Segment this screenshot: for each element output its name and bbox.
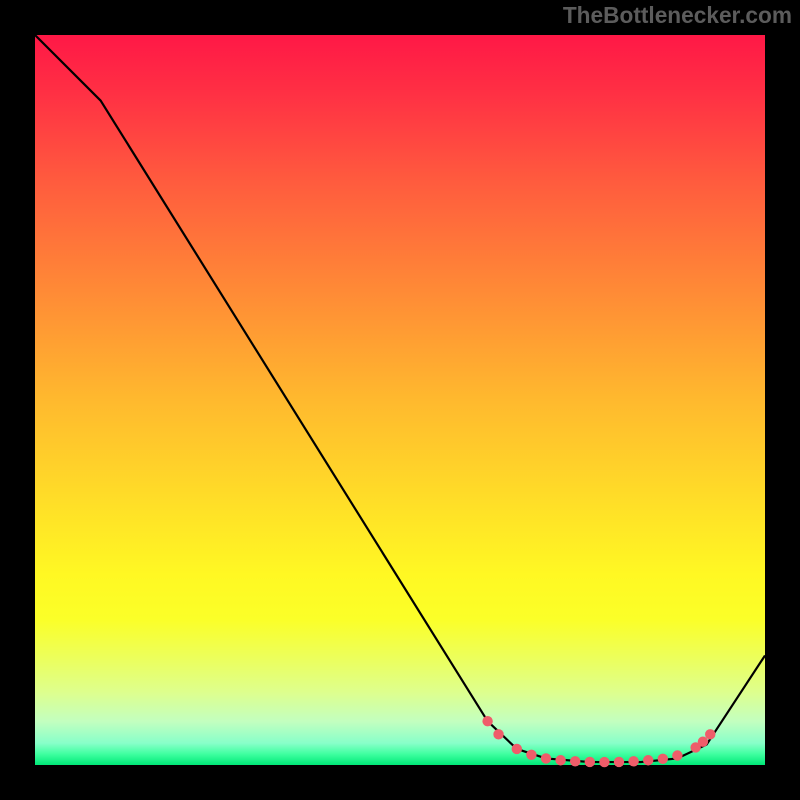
chart-wrapper: TheBottlenecker.com [0, 0, 800, 800]
data-marker [705, 729, 715, 739]
watermark-text: TheBottlenecker.com [563, 2, 792, 29]
gradient-chart [0, 0, 800, 800]
data-marker [512, 744, 522, 754]
data-marker [599, 757, 609, 767]
data-marker [541, 753, 551, 763]
data-marker [570, 756, 580, 766]
data-marker [493, 729, 503, 739]
data-marker [526, 750, 536, 760]
data-marker [628, 756, 638, 766]
data-marker [585, 757, 595, 767]
data-marker [482, 716, 492, 726]
plot-area [35, 35, 765, 765]
data-marker [643, 755, 653, 765]
data-marker [614, 757, 624, 767]
data-marker [672, 750, 682, 760]
data-marker [658, 754, 668, 764]
data-marker [555, 755, 565, 765]
